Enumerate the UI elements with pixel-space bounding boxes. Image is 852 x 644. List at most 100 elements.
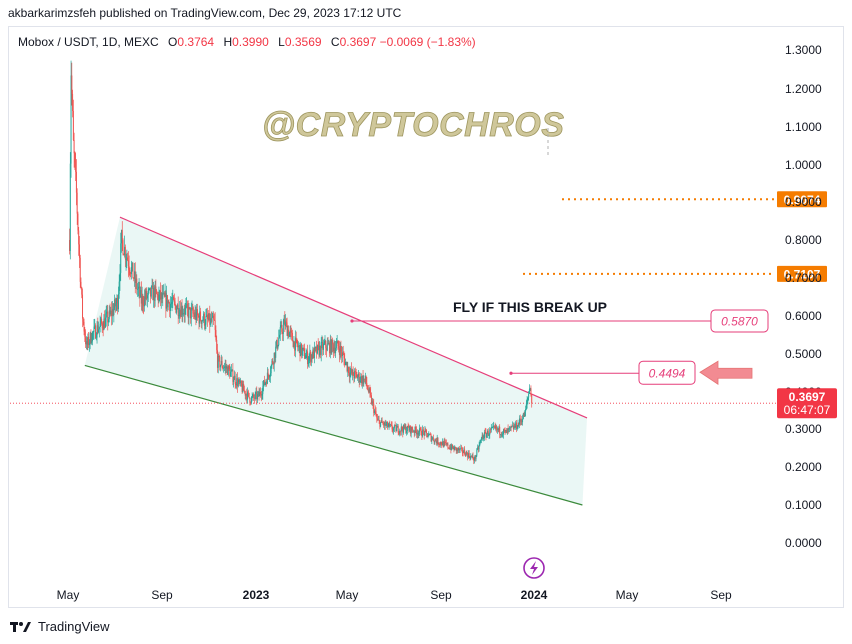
candle-body bbox=[359, 380, 361, 383]
candle-body bbox=[454, 446, 456, 448]
candle-body bbox=[289, 330, 291, 333]
low-label: L bbox=[278, 35, 285, 49]
candle-body bbox=[515, 422, 517, 428]
candle-body bbox=[234, 375, 236, 384]
candle-body bbox=[350, 369, 352, 373]
candle-body bbox=[268, 375, 270, 378]
candle-body bbox=[446, 443, 448, 445]
candle-body bbox=[153, 288, 155, 301]
candle-body bbox=[470, 455, 472, 459]
candle-body bbox=[164, 292, 166, 297]
candle-body bbox=[97, 325, 99, 333]
candle-body bbox=[400, 426, 402, 432]
candle-body bbox=[221, 360, 223, 368]
candle-body bbox=[344, 358, 346, 366]
candle-body bbox=[351, 369, 353, 374]
candle-body bbox=[450, 447, 452, 450]
candle-body bbox=[210, 318, 212, 322]
candle-body bbox=[206, 314, 208, 317]
candle-body bbox=[117, 297, 119, 310]
candle-body bbox=[153, 288, 155, 301]
candle-body bbox=[293, 341, 295, 348]
candle-body bbox=[237, 378, 239, 387]
candle-body bbox=[70, 75, 72, 164]
candle-body bbox=[363, 378, 365, 384]
candle-body bbox=[294, 341, 296, 351]
candle-body bbox=[322, 342, 324, 350]
candle-body bbox=[326, 348, 328, 351]
candle-body bbox=[475, 455, 477, 459]
candle-body bbox=[220, 364, 222, 368]
candle-body bbox=[95, 337, 97, 339]
candle-body bbox=[230, 370, 232, 372]
candle-body bbox=[193, 313, 195, 315]
candle-body bbox=[375, 411, 377, 416]
candle-body bbox=[511, 426, 513, 428]
candle-body bbox=[423, 431, 425, 436]
candle-body bbox=[403, 425, 405, 429]
candle-body bbox=[383, 422, 385, 426]
candle-body bbox=[393, 425, 395, 429]
candle-body bbox=[434, 439, 436, 443]
candle-body bbox=[528, 393, 530, 398]
candle-body bbox=[438, 443, 440, 445]
candle-body bbox=[390, 424, 392, 426]
candle-body bbox=[133, 271, 135, 279]
candle-body bbox=[157, 294, 159, 301]
candle-body bbox=[316, 346, 318, 354]
candle-body bbox=[285, 321, 287, 327]
candle-body bbox=[216, 350, 218, 368]
candle-body bbox=[313, 347, 315, 359]
candle-body bbox=[530, 388, 532, 396]
candle-body bbox=[320, 342, 322, 355]
annotation-text: FLY IF THIS BREAK UP bbox=[453, 299, 607, 315]
candle-body bbox=[166, 295, 168, 308]
candle-body bbox=[312, 349, 314, 359]
candle-body bbox=[211, 317, 213, 322]
candle-body bbox=[291, 330, 293, 333]
tradingview-logo-icon[interactable] bbox=[10, 620, 32, 633]
footer-brand[interactable]: TradingView bbox=[38, 619, 110, 634]
candle-body bbox=[159, 290, 161, 300]
candle-body bbox=[266, 372, 268, 384]
candle-body bbox=[501, 434, 503, 436]
candle-body bbox=[310, 351, 312, 362]
candle-body bbox=[127, 260, 129, 267]
candle-body bbox=[262, 386, 264, 395]
candle-body bbox=[317, 344, 319, 346]
candle-body bbox=[226, 366, 228, 375]
candle-body bbox=[176, 308, 178, 313]
candle-body bbox=[316, 344, 318, 354]
candle-body bbox=[448, 448, 450, 450]
candle-body bbox=[357, 376, 359, 379]
candle-body bbox=[302, 347, 304, 350]
candle-body bbox=[425, 430, 427, 434]
candle-body bbox=[76, 192, 78, 214]
candle-body bbox=[472, 455, 474, 459]
candle-body bbox=[272, 360, 274, 364]
candle-body bbox=[412, 430, 414, 432]
candle-body bbox=[206, 314, 208, 319]
candle-body bbox=[140, 290, 142, 304]
candle-body bbox=[374, 410, 376, 412]
candle-body bbox=[527, 397, 529, 401]
candle-body bbox=[273, 352, 275, 365]
candle-body bbox=[334, 347, 336, 353]
candle-body bbox=[111, 310, 113, 317]
y-tick-label: 1.3000 bbox=[785, 43, 822, 57]
candle-body bbox=[454, 446, 456, 451]
candle-body bbox=[461, 448, 463, 453]
candle-body bbox=[294, 337, 296, 351]
candle-body bbox=[521, 420, 523, 423]
candle-body bbox=[421, 435, 423, 437]
candle-body bbox=[110, 310, 112, 315]
candle-body bbox=[403, 425, 405, 433]
candle-body bbox=[445, 442, 447, 445]
candle-body bbox=[524, 411, 526, 417]
symbol-label[interactable]: Mobox / USDT, 1D, MEXC bbox=[18, 35, 159, 49]
candle-body bbox=[152, 285, 154, 301]
candle-body bbox=[496, 426, 498, 430]
candle-body bbox=[82, 318, 84, 322]
candle-body bbox=[301, 349, 303, 355]
